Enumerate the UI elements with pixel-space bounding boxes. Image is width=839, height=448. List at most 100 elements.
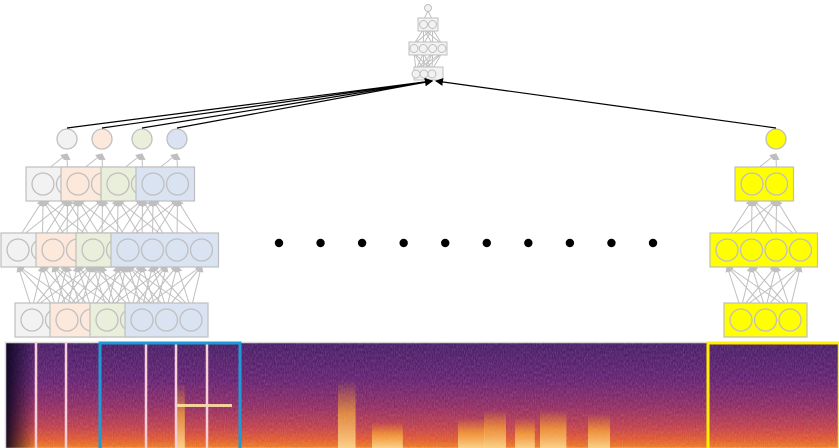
- edge: [92, 265, 132, 310]
- speech-energy-7: [176, 382, 185, 448]
- aggregation-arrow-0: [66, 77, 433, 129]
- global-neuron-h1-1: [418, 44, 428, 53]
- local-net-green-output-neuron: [131, 128, 153, 150]
- edge: [65, 265, 82, 310]
- spectrogram: [4, 341, 839, 448]
- local-net-green-neuron-h1-0: [81, 238, 105, 262]
- edge: [190, 265, 204, 310]
- edge: [91, 265, 108, 310]
- local-net-peach-neuron-in-0: [55, 308, 79, 332]
- local-net-gray-neuron-h2-0: [31, 172, 55, 196]
- local-net-yellow-neuron-h1-0: [715, 238, 739, 262]
- local-net-peach-neuron-h1-0: [41, 238, 65, 262]
- edge: [17, 265, 57, 310]
- local-net-yellow-output-neuron: [765, 128, 787, 150]
- edge: [725, 265, 742, 310]
- local-net-green-connections: [91, 153, 169, 310]
- global-hidden-layer-1: [408, 41, 448, 56]
- speech-energy-5: [540, 410, 567, 448]
- local-net-blue-neuron-in-1: [154, 308, 179, 332]
- speech-energy-0: [338, 380, 356, 448]
- local-net-yellow-neuron-h1-1: [739, 238, 764, 262]
- edge: [52, 265, 92, 310]
- ellipsis-dots: [274, 238, 658, 248]
- global-neuron-h2-0: [419, 20, 428, 29]
- local-net-blue-neuron-in-0: [130, 308, 154, 332]
- global-neuron-h1-3: [437, 44, 447, 53]
- spectrogram-silence: [5, 342, 35, 448]
- ellipsis-dot-3: [399, 238, 408, 248]
- edge: [80, 265, 94, 310]
- local-net-gray-neuron-in-0: [20, 308, 44, 332]
- local-net-peach-neuron-h2-0: [66, 172, 90, 196]
- edge: [92, 265, 157, 310]
- local-net-blue-neuron-h1-1: [140, 238, 165, 262]
- aggregation-arrow-1: [101, 78, 433, 129]
- ellipsis-dot-9: [648, 238, 658, 248]
- window-highlight-blue: [98, 341, 242, 448]
- speech-energy-4: [515, 418, 535, 448]
- local-networks: [0, 128, 819, 338]
- speech-energy-6: [588, 414, 610, 448]
- local-net-yellow-neuron-in-0: [729, 308, 753, 332]
- ellipsis-dot-0: [274, 238, 284, 248]
- local-net-peach-output-neuron: [91, 128, 113, 150]
- local-net-yellow-neuron-in-1: [753, 308, 778, 332]
- ellipsis-dot-5: [482, 238, 491, 248]
- edge: [51, 265, 68, 310]
- local-net-blue-output-neuron: [166, 128, 188, 150]
- speech-energy-2: [458, 418, 485, 448]
- edge: [17, 265, 82, 310]
- edge: [789, 265, 803, 310]
- edge: [750, 265, 791, 310]
- aggregation-arrow-2: [141, 78, 433, 129]
- ellipsis-dot-1: [316, 238, 325, 248]
- local-net-blue: [110, 128, 220, 338]
- local-net-blue-neuron-h1-2: [165, 238, 189, 262]
- edge: [41, 265, 82, 310]
- ellipsis-dot-4: [441, 238, 450, 248]
- harmonic-line: [176, 404, 232, 407]
- local-net-blue-neuron-in-2: [179, 308, 203, 332]
- speech-energy-1: [372, 422, 403, 448]
- local-net-yellow-neuron-h1-3: [788, 238, 813, 262]
- global-neuron-in-0: [411, 69, 421, 79]
- local-net-blue-neuron-h1-0: [116, 238, 140, 262]
- edge: [52, 265, 117, 310]
- local-net-blue-neuron-h2-1: [165, 172, 190, 196]
- local-net-yellow: [709, 128, 819, 338]
- local-net-yellow-neuron-h2-1: [764, 172, 789, 196]
- local-net-yellow-neuron-h2-0: [740, 172, 764, 196]
- edge: [726, 265, 766, 310]
- speech-energy-3: [484, 410, 506, 448]
- aggregation-arrows: [66, 77, 777, 129]
- global-neuron-in-2: [427, 69, 437, 79]
- edge: [774, 265, 791, 310]
- global-output-neuron: [424, 4, 432, 12]
- local-net-yellow-neuron-in-2: [778, 308, 802, 332]
- edge: [175, 265, 192, 310]
- window-highlight-yellow: [706, 341, 839, 448]
- edge: [140, 265, 157, 310]
- global-network: [408, 4, 448, 81]
- local-net-green-neuron-in-0: [95, 308, 119, 332]
- aggregation-arrow-4: [435, 77, 777, 129]
- local-net-blue-neuron-h2-0: [141, 172, 165, 196]
- edge: [126, 265, 143, 310]
- ellipsis-dot-2: [357, 238, 367, 248]
- global-net-layers: [408, 4, 448, 81]
- aggregation-arrow-3: [176, 78, 433, 129]
- ellipsis-dot-6: [524, 238, 533, 248]
- global-neuron-h2-1: [428, 20, 437, 29]
- edge: [127, 265, 192, 310]
- edge: [151, 265, 192, 310]
- local-net-gray-neuron-h1-0: [6, 238, 30, 262]
- local-net-yellow-neuron-h1-2: [764, 238, 788, 262]
- global-neuron-h1-0: [409, 44, 419, 53]
- edge: [155, 265, 169, 310]
- local-net-blue-neuron-h1-3: [189, 238, 214, 262]
- edge: [76, 265, 117, 310]
- global-neuron-in-1: [419, 69, 429, 79]
